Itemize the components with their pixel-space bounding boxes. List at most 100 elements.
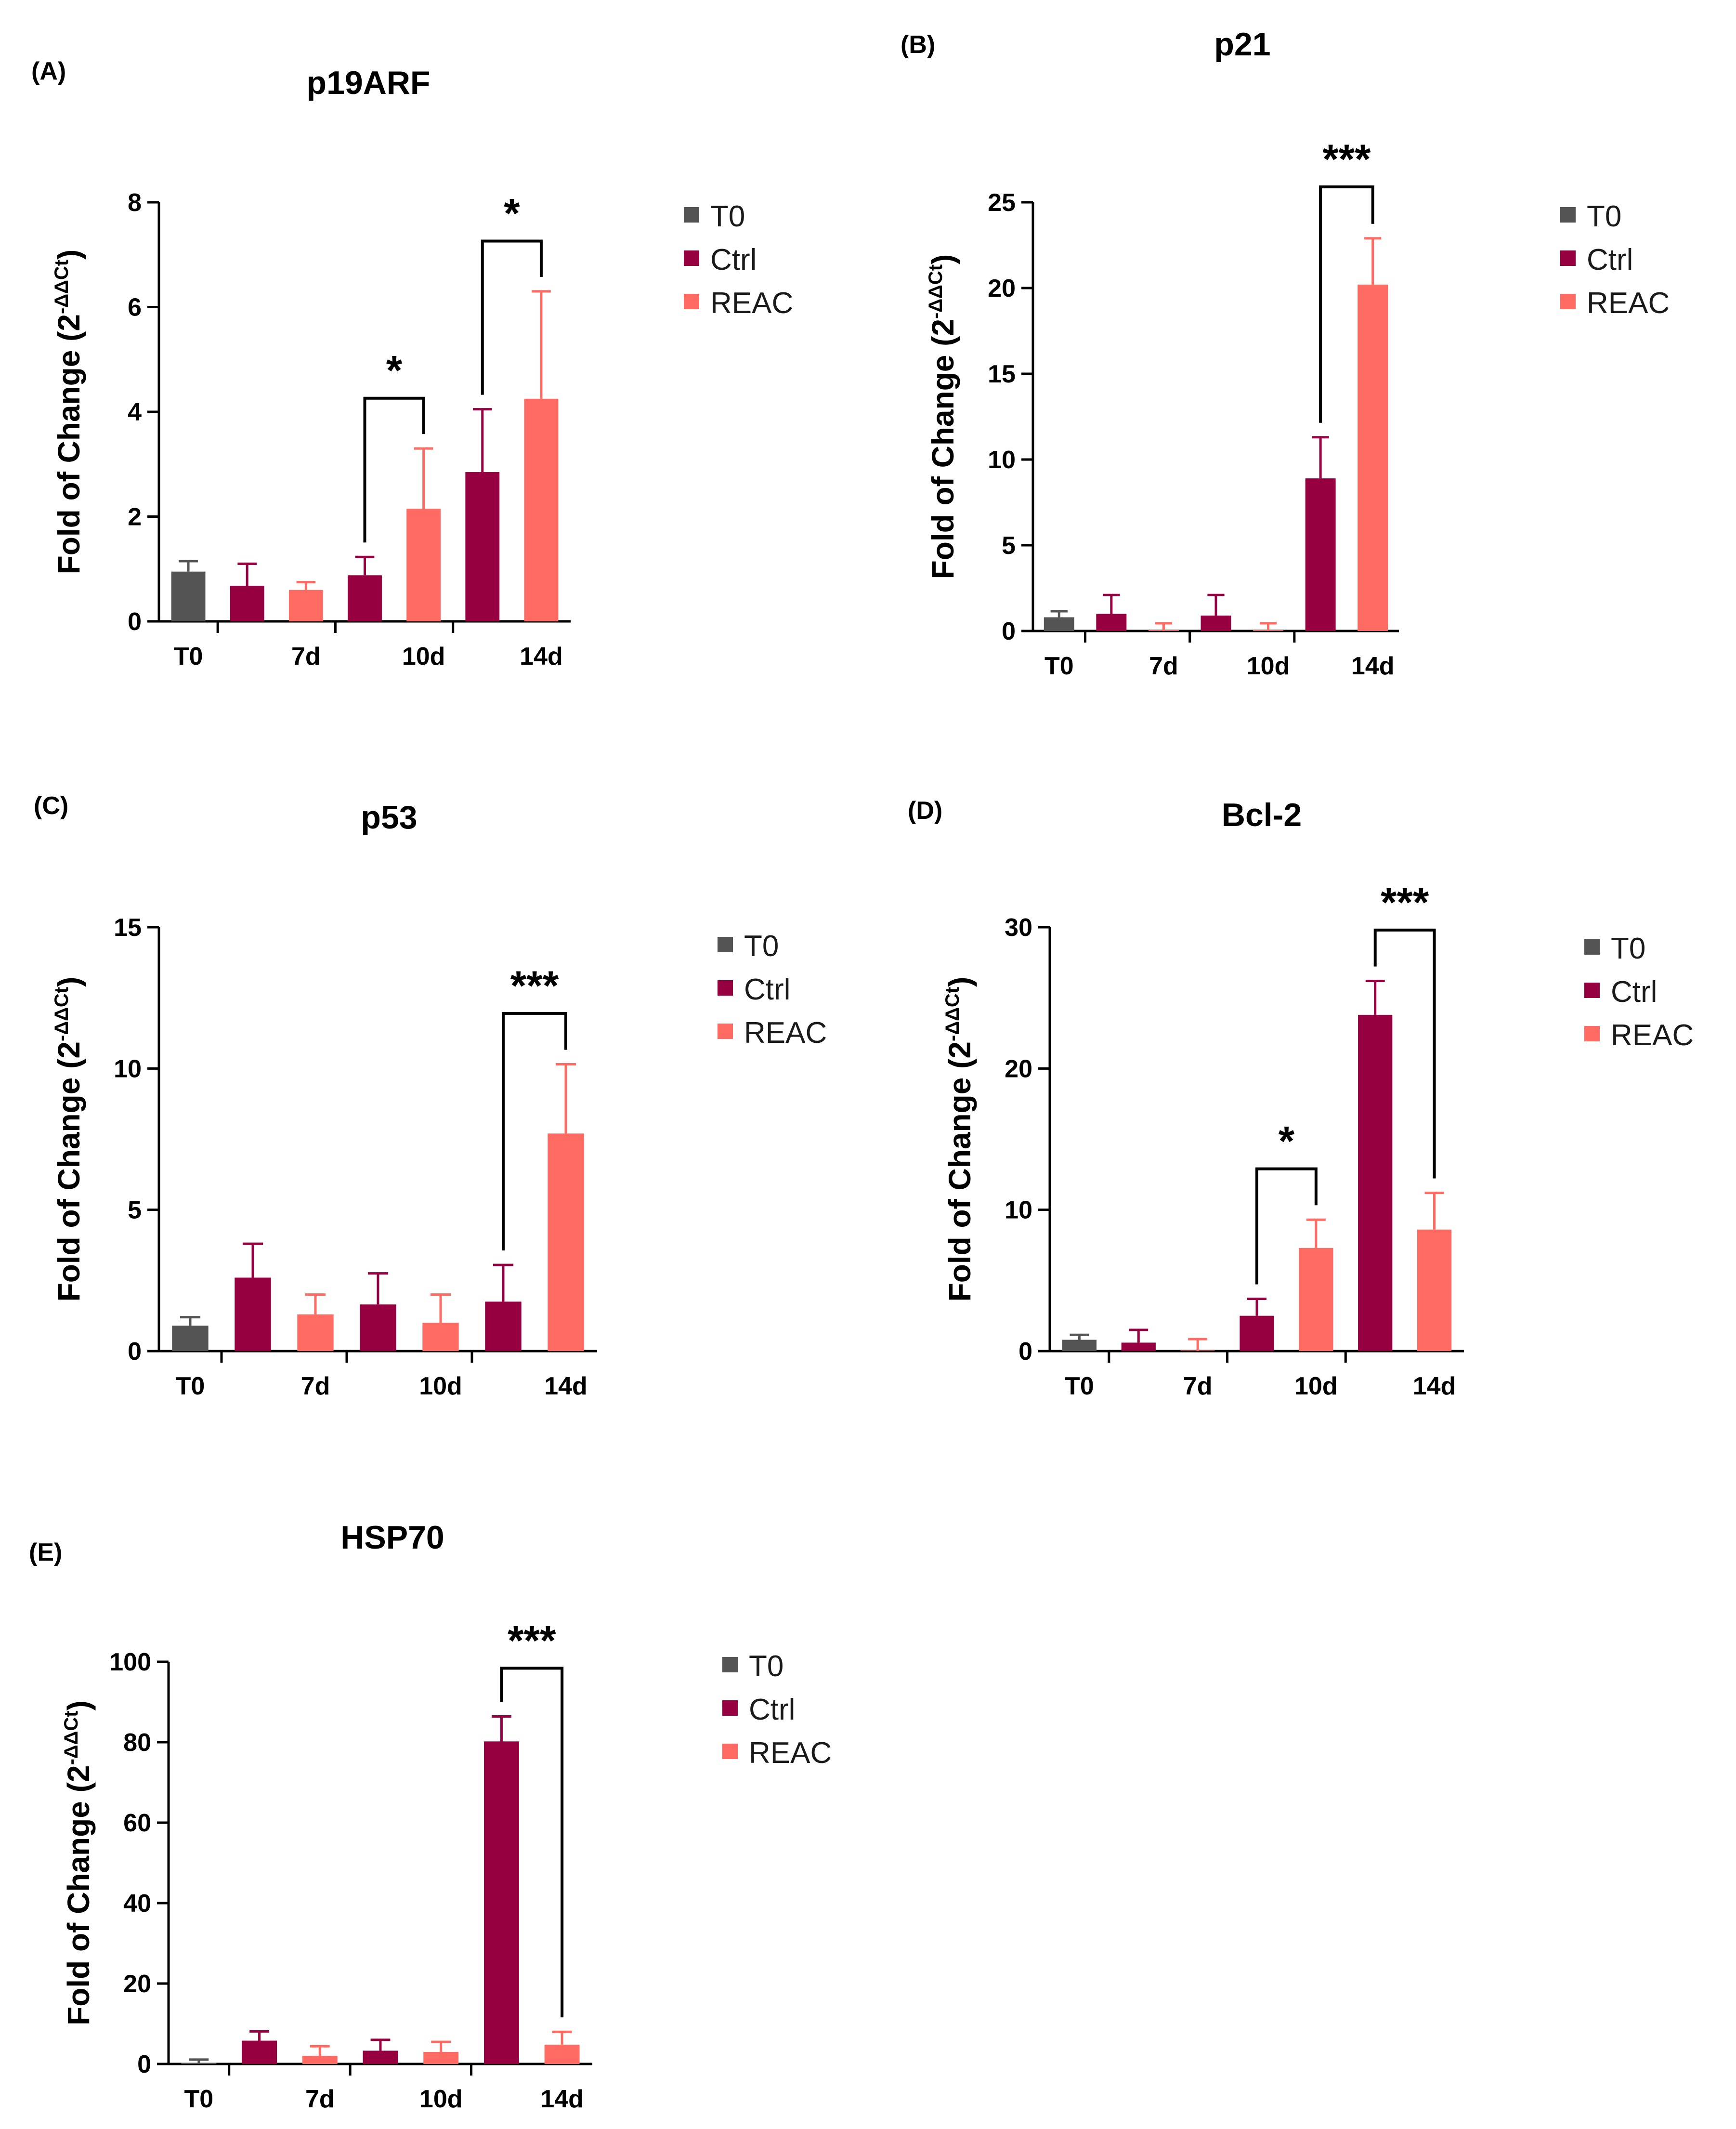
y-tick-label: 10 [1005,1196,1032,1224]
significance-label: *** [1381,880,1429,926]
legend-swatch-reac [718,1024,733,1039]
legend-label-ctrl: Ctrl [1587,243,1633,276]
legend-swatch-ctrl [684,250,699,266]
significance-label: * [504,190,520,237]
x-tick-label: 7d [1149,652,1178,680]
legend-swatch-t0 [1560,207,1576,223]
significance-label: * [386,348,403,394]
legend-label-reac: REAC [1611,1019,1694,1052]
y-tick-label: 40 [123,1890,151,1918]
bar-ctrl [360,1304,396,1351]
panel-letter: (B) [901,31,935,59]
legend-label-t0: T0 [710,200,745,233]
significance-bracket [502,1012,567,1251]
bar-reac [423,2051,459,2064]
legend-swatch-ctrl [1560,250,1576,266]
bar-ctrl [1096,614,1127,631]
bar-ctrl [230,586,264,621]
bar-reac [288,590,323,621]
legend-label-ctrl: Ctrl [744,973,790,1006]
y-axis-label: Fold of Change (2-ΔΔCt) [51,250,86,575]
bar-reac [548,1133,584,1351]
legend-label-t0: T0 [749,1650,783,1683]
bar-ctrl [242,2040,277,2064]
x-tick-label: T0 [184,2085,214,2113]
y-axis-label-text: Fold of Change (2 [926,319,960,579]
bar-reac [1357,284,1388,631]
y-tick-label: 20 [1005,1055,1032,1083]
chart-p21: (B) p21 Fold of Change (2-ΔΔCt) 0 5 10 15 20 25 T… [901,26,1670,680]
bar-t0 [172,1326,209,1351]
legend-label-reac: REAC [710,287,793,320]
bar-ctrl [485,1301,522,1351]
significance-label: * [1279,1118,1295,1165]
y-tick-label: 5 [1002,532,1016,560]
x-tick-label: T0 [1044,652,1074,680]
y-tick-label: 15 [988,360,1016,388]
chart-title: p19ARF [307,65,431,101]
significance-bracket [1255,1167,1318,1285]
bar-reac [297,1314,334,1351]
x-tick-label: 14d [1413,1372,1456,1400]
y-axis-label: Fold of Change (2-ΔΔCt) [925,254,960,579]
bar-t0 [1044,617,1074,631]
y-tick-label: 2 [128,503,142,531]
x-tick-label: 10d [1247,652,1290,680]
y-axis-label-close: ) [926,254,960,264]
legend-label-reac: REAC [749,1736,832,1770]
y-tick-label: 6 [128,294,142,322]
y-axis-label: Fold of Change (2-ΔΔCt) [51,977,86,1302]
chart-p53: (C) p53 Fold of Change (2-ΔΔCt) 0 5 10 15 T0 7d 1… [34,792,827,1400]
legend-swatch-t0 [684,207,699,223]
legend-swatch-ctrl [718,980,733,996]
bar-t0 [181,2063,217,2064]
panel-letter: (E) [29,1538,62,1566]
bar-t0 [1062,1340,1097,1351]
x-tick-label: T0 [1065,1372,1094,1400]
bar-t0 [171,571,206,621]
y-axis-label-exponent: -ΔΔCt [51,260,72,314]
y-tick-label: 15 [114,914,142,942]
significance-bracket [1373,928,1436,1179]
significance-bracket [481,239,543,395]
y-tick-label: 10 [988,446,1016,474]
legend-swatch-t0 [722,1657,738,1672]
legend-label-ctrl: Ctrl [749,1693,795,1726]
y-axis-label-text: Fold of Change (2 [942,1041,977,1301]
legend-label-reac: REAC [744,1016,827,1050]
bar-ctrl [1201,615,1231,631]
x-tick-label: 10d [419,1372,462,1400]
y-tick-label: 0 [1002,618,1016,645]
bar-ctrl [1358,1014,1393,1351]
y-tick-label: 30 [1005,914,1032,942]
y-tick-label: 5 [128,1196,142,1224]
legend-swatch-ctrl [1584,983,1600,998]
bar-ctrl [1240,1315,1274,1351]
legend-label-t0: T0 [744,930,779,963]
y-axis-label-exponent: -ΔΔCt [61,1710,82,1765]
y-axis-label: Fold of Change (2-ΔΔCt) [942,977,977,1302]
y-tick-label: 0 [128,608,142,636]
y-axis-label-text: Fold of Change (2 [61,1765,96,2025]
bar-reac [1417,1229,1452,1351]
chart-title: Bcl-2 [1222,797,1302,833]
legend-label-t0: T0 [1587,200,1621,233]
significance-label: *** [508,1617,556,1664]
y-axis-label-exponent: -ΔΔCt [942,987,963,1041]
y-tick-label: 20 [123,1970,151,1998]
significance-label: *** [510,963,559,1009]
legend: T0 Ctrl REAC [684,200,793,320]
legend-label-ctrl: Ctrl [710,243,757,276]
significance-bracket [363,396,425,543]
bar-ctrl [363,2050,398,2064]
x-tick-label: 7d [1183,1372,1213,1400]
y-tick-label: 20 [988,275,1016,302]
bar-reac [1148,630,1179,631]
bar-reac [406,509,441,621]
bar-ctrl [235,1277,271,1351]
legend: T0 Ctrl REAC [1560,200,1670,320]
y-tick-label: 8 [128,189,142,217]
y-axis-label-text: Fold of Change (2 [52,314,86,574]
legend: T0 Ctrl REAC [1584,932,1694,1052]
chart-title: p53 [361,799,417,836]
